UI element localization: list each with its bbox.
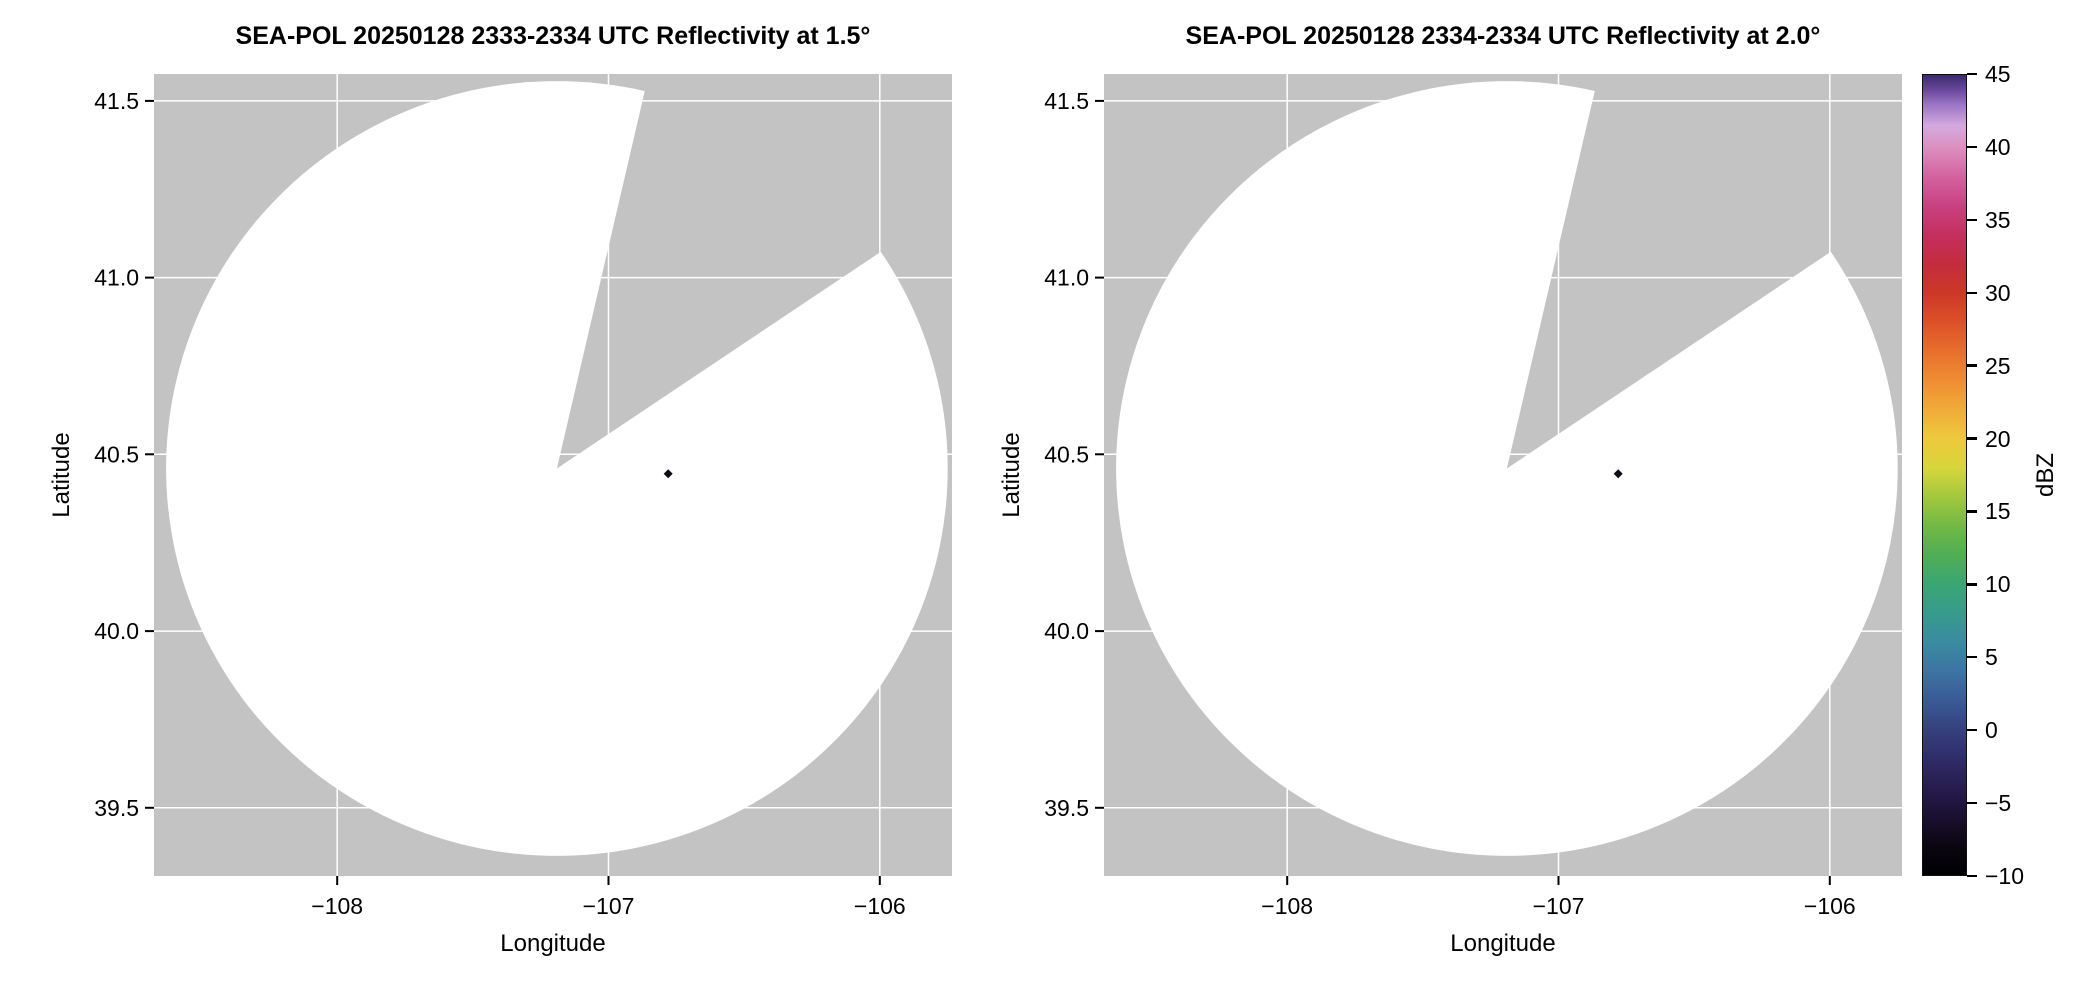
y-tick-label: 41.5 (94, 88, 139, 114)
y-tick-label: 41.0 (94, 265, 139, 291)
x-tick-label: −106 (854, 893, 906, 919)
colorbar-tick (1967, 728, 1977, 732)
y-tick-label: 40.5 (1044, 441, 1089, 467)
y-tick-label: 40.0 (1044, 618, 1089, 644)
left-radar-plot: −108 −107 −106 39.5 40.0 40.5 41.0 41.5 (94, 74, 952, 919)
colorbar-tick (1967, 801, 1977, 805)
missing-sector (556, 74, 952, 469)
colorbar-label: dBZ (2032, 452, 2059, 498)
left-ylabel: Latitude (48, 432, 75, 518)
x-tick-label: −108 (311, 893, 363, 919)
echo-point (1613, 469, 1623, 479)
colorbar-tick-label: 40 (1985, 133, 2011, 160)
missing-sector (1506, 74, 1902, 469)
right-xlabel: Longitude (1450, 930, 1556, 957)
colorbar-tick-label: 15 (1985, 498, 2011, 525)
colorbar-tick (1967, 874, 1977, 878)
colorbar-tick-label: 30 (1985, 279, 2011, 306)
echo-point (663, 469, 673, 479)
colorbar-tick-label: 45 (1985, 61, 2011, 87)
colorbar-tick (1967, 510, 1977, 513)
colorbar-tick (1967, 583, 1977, 586)
y-tick-label: 41.5 (1044, 88, 1089, 114)
colorbar-tick (1967, 291, 1977, 294)
right-plot-title: SEA-POL 20250128 2334-2334 UTC Reflectiv… (1185, 22, 1821, 50)
y-tick-label: 41.0 (1044, 265, 1089, 291)
x-tick-label: −107 (1533, 893, 1585, 919)
right-radar-plot: −108 −107 −106 39.5 40.0 40.5 41.0 41.5 (1044, 74, 1902, 919)
colorbar-tick-label: 0 (1985, 717, 1998, 744)
colorbar-tick (1967, 218, 1977, 221)
colorbar-tick-label: 10 (1985, 571, 2011, 598)
left-xlabel: Longitude (500, 930, 606, 957)
colorbar-tick (1967, 656, 1977, 659)
x-tick-label: −106 (1804, 893, 1856, 919)
colorbar-tick-label: −10 (1985, 863, 2025, 889)
colorbar-tick-label: 20 (1985, 425, 2011, 452)
colorbar-tick (1967, 72, 1977, 76)
colorbar-tick-label: 25 (1985, 352, 2011, 379)
colorbar-tick-label: 35 (1985, 206, 2011, 233)
left-plot-title: SEA-POL 20250128 2333-2334 UTC Reflectiv… (235, 22, 871, 50)
y-tick-label: 39.5 (94, 795, 139, 821)
y-tick-label: 40.5 (94, 441, 139, 467)
x-tick-label: −107 (583, 893, 635, 919)
right-ylabel: Latitude (998, 432, 1025, 518)
colorbar-tick (1967, 364, 1977, 367)
x-tick-label: −108 (1261, 893, 1313, 919)
colorbar-gradient (1922, 74, 1967, 876)
y-tick-label: 39.5 (1044, 795, 1089, 821)
colorbar-tick-label: 5 (1985, 644, 1998, 671)
y-tick-label: 40.0 (94, 618, 139, 644)
colorbar-tick (1967, 437, 1977, 440)
colorbar-tick (1967, 145, 1977, 149)
colorbar-tick-label: −5 (1985, 790, 2012, 817)
